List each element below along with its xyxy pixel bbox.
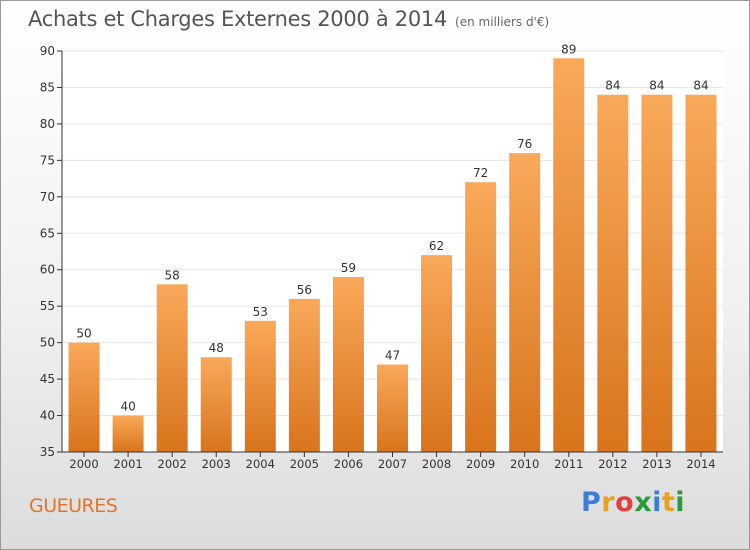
data-label: 89 <box>561 42 576 56</box>
bar <box>112 415 144 452</box>
bar <box>377 364 408 452</box>
proxiti-logo: Proxiti <box>581 487 685 518</box>
data-label: 40 <box>120 400 135 414</box>
data-label: 53 <box>253 305 268 319</box>
commune-name: GUEURES <box>29 495 118 517</box>
bar <box>509 153 541 452</box>
bar <box>68 342 100 452</box>
x-tick-label: 2001 <box>113 457 142 471</box>
x-tick-label: 2002 <box>158 457 187 471</box>
y-tick-label: 45 <box>40 372 55 386</box>
bar <box>421 255 453 452</box>
bar <box>685 94 717 452</box>
bar <box>156 284 188 452</box>
bar <box>641 94 673 452</box>
data-label: 58 <box>165 268 180 282</box>
x-tick-label: 2013 <box>642 457 671 471</box>
data-label: 84 <box>649 79 664 93</box>
bar <box>200 357 232 452</box>
data-label: 50 <box>76 327 91 341</box>
chart-unit: (en milliers d'€) <box>455 15 550 29</box>
chart-title-text: Achats et Charges Externes 2000 à 2014 <box>28 7 448 31</box>
y-tick-label: 85 <box>40 80 55 94</box>
logo-letter: r <box>601 487 616 518</box>
x-tick-label: 2011 <box>554 457 583 471</box>
bar <box>332 277 364 452</box>
y-tick-label: 55 <box>40 299 55 313</box>
axes <box>57 50 723 457</box>
data-label: 84 <box>605 79 620 93</box>
y-tick-label: 50 <box>40 336 55 350</box>
data-label: 62 <box>429 239 444 253</box>
data-label: 59 <box>341 261 356 275</box>
logo-letter: t <box>661 487 676 518</box>
y-tick-label: 75 <box>40 153 55 167</box>
y-tick-label: 90 <box>40 44 55 58</box>
data-label: 76 <box>517 137 532 151</box>
logo-letter: x <box>634 487 653 518</box>
x-tick-label: 2009 <box>466 457 495 471</box>
x-tick-label: 2007 <box>378 457 407 471</box>
x-tick-label: 2005 <box>290 457 319 471</box>
x-tick-label: 2008 <box>422 457 451 471</box>
bar <box>288 298 320 452</box>
logo-letter: o <box>615 487 635 518</box>
chart-title: Achats et Charges Externes 2000 à 2014 (e… <box>28 7 549 31</box>
logo-letter: i <box>675 487 686 518</box>
bar <box>244 320 276 452</box>
x-tick-label: 2010 <box>510 457 539 471</box>
logo-letter: i <box>652 487 662 518</box>
x-tick-label: 2004 <box>246 457 275 471</box>
data-label: 47 <box>385 349 400 363</box>
bar <box>553 58 585 453</box>
x-tick-label: 2006 <box>334 457 363 471</box>
bar <box>465 182 497 452</box>
data-label: 56 <box>297 283 312 297</box>
x-tick-label: 2003 <box>202 457 231 471</box>
labels: 35 40 45 50 55 60 65 70 75 80 85 90 50 2000 40 2001 58 20… <box>40 42 716 471</box>
data-label: 48 <box>209 341 224 355</box>
x-tick-label: 2012 <box>598 457 627 471</box>
data-label: 72 <box>473 166 488 180</box>
y-tick-label: 80 <box>40 117 55 131</box>
y-tick-label: 70 <box>40 190 55 204</box>
y-tick-label: 65 <box>40 226 55 240</box>
x-tick-label: 2000 <box>69 457 98 471</box>
y-tick-label: 35 <box>40 445 55 459</box>
bar <box>597 94 629 452</box>
data-label: 84 <box>693 79 708 93</box>
y-tick-label: 40 <box>40 409 55 423</box>
y-tick-label: 60 <box>40 263 55 277</box>
bars <box>68 58 717 453</box>
x-tick-label: 2014 <box>686 457 715 471</box>
logo-letter: P <box>581 487 602 518</box>
